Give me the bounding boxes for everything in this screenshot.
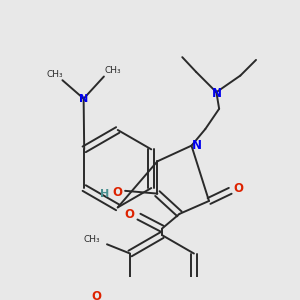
Text: O: O — [125, 208, 135, 221]
Text: H: H — [100, 189, 110, 199]
Text: N: N — [212, 87, 222, 100]
Text: O: O — [113, 186, 123, 199]
Text: N: N — [79, 94, 88, 103]
Text: N: N — [192, 139, 202, 152]
Text: CH₃: CH₃ — [105, 67, 122, 76]
Text: O: O — [233, 182, 244, 196]
Text: O: O — [92, 290, 102, 300]
Text: CH₃: CH₃ — [47, 70, 63, 79]
Text: CH₃: CH₃ — [84, 235, 101, 244]
